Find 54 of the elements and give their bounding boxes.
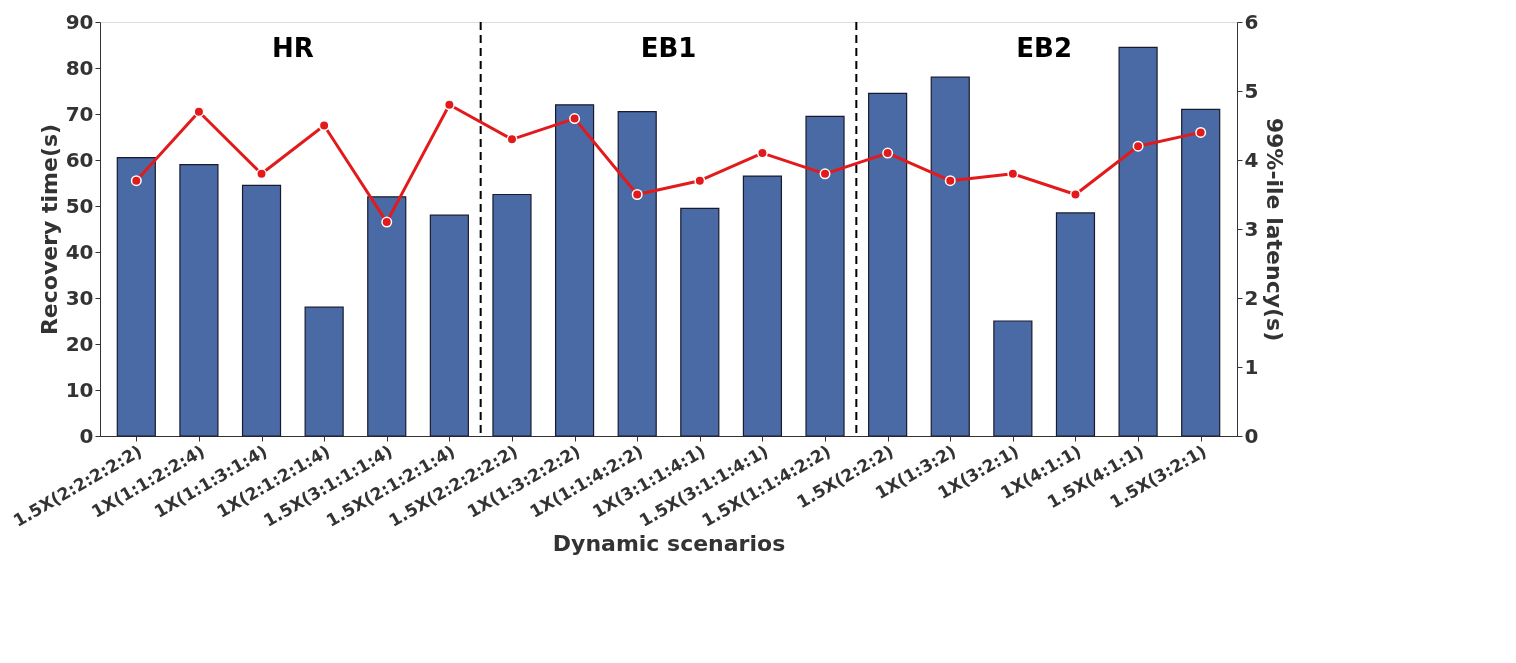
y2-tick-label: 6	[1244, 9, 1259, 34]
bar	[554, 104, 595, 437]
point	[631, 189, 643, 200]
bar	[304, 306, 344, 437]
y-tick-label: 50	[65, 193, 94, 218]
y-tick-label: 10	[65, 377, 94, 402]
y-tick-label: 70	[65, 101, 94, 126]
bar	[1118, 46, 1158, 437]
y2-tick-label: 3	[1244, 216, 1259, 241]
annotation: EB1	[640, 33, 697, 63]
y2-tick-label: 0	[1244, 423, 1259, 448]
annotation: HR	[271, 33, 314, 63]
bar	[993, 320, 1033, 437]
y2-axis-title: 99%-ile latency(s)	[1262, 117, 1288, 342]
bar	[179, 164, 219, 437]
y-tick-label: 60	[65, 147, 94, 172]
y-tick-label: 90	[65, 9, 94, 34]
y-tick-label: 40	[65, 239, 94, 264]
point	[506, 133, 518, 145]
point	[130, 175, 142, 187]
point	[1195, 126, 1207, 138]
bar	[680, 207, 720, 437]
point	[944, 175, 956, 187]
y2-tick-label: 5	[1244, 78, 1259, 103]
annotation: EB2	[1016, 33, 1072, 63]
bar	[1181, 108, 1221, 437]
point	[381, 216, 393, 228]
bar	[492, 193, 532, 437]
bar	[241, 184, 282, 437]
y2-tick-label: 2	[1244, 285, 1259, 310]
bar	[868, 92, 908, 437]
y2-tick-label: 1	[1244, 354, 1259, 379]
bar	[429, 214, 469, 437]
x-axis-title: Dynamic scenarios	[552, 530, 786, 556]
bar	[930, 76, 970, 437]
y-tick-label: 0	[79, 423, 94, 448]
bar	[367, 196, 407, 437]
y-tick-label: 80	[65, 55, 94, 80]
bar	[617, 111, 657, 437]
y-tick-label: 30	[65, 285, 94, 310]
y-axis-title: Recovery time(s)	[36, 123, 62, 336]
point	[819, 168, 831, 180]
bar	[805, 115, 845, 437]
point	[882, 147, 894, 159]
point	[1132, 140, 1144, 152]
point	[569, 113, 581, 125]
bar	[742, 175, 783, 437]
bar	[1055, 212, 1096, 437]
y-tick-label: 20	[65, 331, 94, 356]
y2-tick-label: 4	[1244, 147, 1259, 172]
point	[1069, 189, 1081, 200]
point	[318, 120, 330, 131]
point	[193, 106, 205, 118]
bar	[116, 157, 156, 437]
